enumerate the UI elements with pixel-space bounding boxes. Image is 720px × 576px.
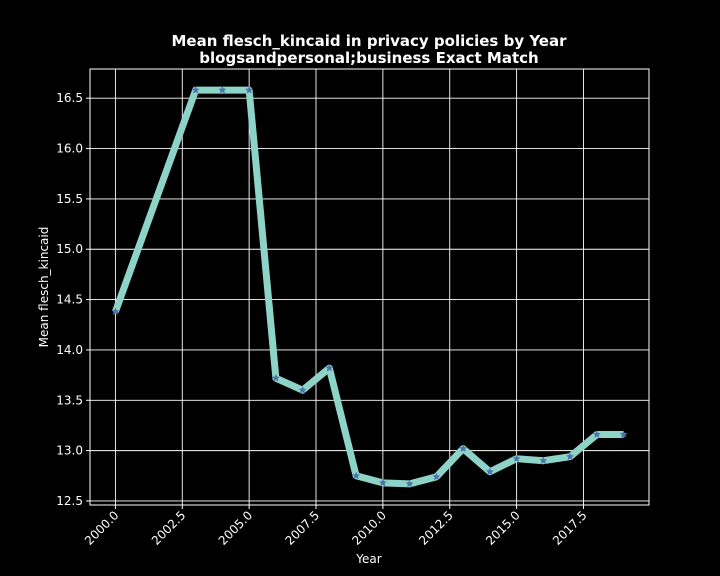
data-point [459, 444, 468, 453]
y-tick-label: 15.5 [56, 192, 83, 206]
y-tick-label: 15.0 [56, 242, 83, 256]
chart-title: Mean flesch_kincaid in privacy policies … [171, 32, 567, 50]
y-tick-label: 16.5 [56, 91, 83, 105]
y-tick-label: 14.5 [56, 293, 83, 307]
y-axis-label: Mean flesch_kincaid [37, 227, 51, 348]
data-point [325, 363, 334, 372]
data-point [271, 373, 280, 382]
data-point [405, 479, 414, 488]
data-point [298, 385, 307, 394]
data-point [245, 85, 254, 94]
data-point [485, 467, 494, 476]
grid [90, 69, 649, 505]
data-point [566, 452, 575, 461]
data-point [218, 85, 227, 94]
data-point [378, 478, 387, 487]
data-point [191, 85, 200, 94]
y-tick-label: 14.0 [56, 343, 83, 357]
y-tick-label: 16.0 [56, 142, 83, 156]
data-point [619, 430, 628, 438]
data-point [592, 430, 601, 438]
data-point [539, 456, 548, 465]
y-tick-label: 13.5 [56, 393, 83, 407]
y-tick-label: 13.0 [56, 444, 83, 458]
data-point [432, 472, 441, 481]
axes-frame [89, 68, 650, 506]
data-point [111, 307, 120, 316]
y-tick-label: 12.5 [56, 494, 83, 508]
y-axis: 12.5 13.0 13.5 14.0 14.5 15.0 15.5 16.0 16.5 [56, 91, 90, 508]
series-layer [111, 85, 628, 488]
data-point [512, 454, 521, 463]
x-axis-label: Year [355, 552, 381, 566]
data-point [352, 471, 361, 480]
chart-subtitle: blogsandpersonal;business Exact Match [199, 49, 538, 67]
series-line [112, 86, 624, 488]
